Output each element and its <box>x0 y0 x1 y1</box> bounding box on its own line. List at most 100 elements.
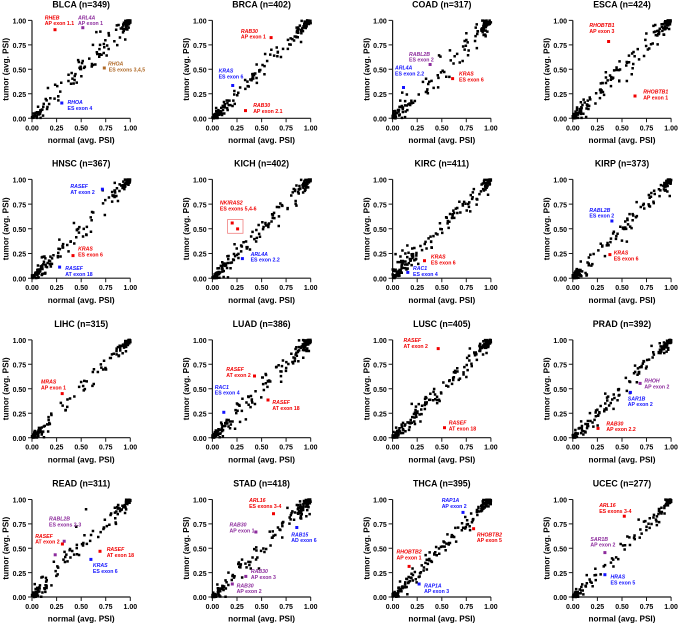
svg-text:1.00: 1.00 <box>484 285 498 292</box>
svg-text:KRAS: KRAS <box>93 563 108 569</box>
svg-text:0.50: 0.50 <box>435 125 449 132</box>
svg-text:RHEB: RHEB <box>45 15 60 21</box>
svg-text:AP exon 5: AP exon 5 <box>477 538 502 544</box>
svg-text:AT exon 18: AT exon 18 <box>449 427 476 433</box>
svg-text:SAR1B: SAR1B <box>628 396 646 402</box>
svg-text:1.00: 1.00 <box>123 604 137 611</box>
svg-text:RHOBTB1: RHOBTB1 <box>589 23 614 29</box>
svg-text:ES exon 4: ES exon 4 <box>215 391 240 397</box>
svg-text:ARL16: ARL16 <box>248 498 266 504</box>
svg-text:0.75: 0.75 <box>553 363 567 370</box>
svg-text:RASEF: RASEF <box>65 266 83 272</box>
svg-text:0.25: 0.25 <box>50 604 64 611</box>
svg-text:0.25: 0.25 <box>591 285 605 292</box>
svg-text:0.00: 0.00 <box>25 604 39 611</box>
svg-text:0.50: 0.50 <box>74 604 88 611</box>
svg-text:RHOA: RHOA <box>108 61 124 67</box>
svg-text:AP exon 1: AP exon 1 <box>78 21 103 27</box>
svg-text:0.75: 0.75 <box>193 522 207 529</box>
svg-text:normal (avg. PSI): normal (avg. PSI) <box>408 296 475 305</box>
svg-text:ES exons 3-4: ES exons 3-4 <box>249 504 281 510</box>
svg-text:ES exon 6: ES exon 6 <box>459 77 484 83</box>
svg-text:0.00: 0.00 <box>25 125 39 132</box>
svg-text:0.50: 0.50 <box>615 445 629 452</box>
svg-text:0.50: 0.50 <box>255 125 269 132</box>
svg-text:tumor (avg. PSI): tumor (avg. PSI) <box>182 357 191 420</box>
svg-text:tumor (avg. PSI): tumor (avg. PSI) <box>2 357 11 420</box>
svg-text:PRAD (n=392): PRAD (n=392) <box>593 319 651 329</box>
svg-text:ES exon 2: ES exon 2 <box>409 58 434 64</box>
svg-text:READ (n=311): READ (n=311) <box>52 479 110 489</box>
svg-text:AT exon 2: AT exon 2 <box>35 540 60 546</box>
svg-text:0.75: 0.75 <box>373 363 387 370</box>
svg-text:1.00: 1.00 <box>13 178 27 185</box>
svg-text:0.75: 0.75 <box>13 522 27 529</box>
svg-text:0.25: 0.25 <box>373 571 387 578</box>
svg-text:0.50: 0.50 <box>13 387 27 394</box>
svg-text:RASEF: RASEF <box>226 367 244 373</box>
svg-text:0.75: 0.75 <box>193 43 207 50</box>
svg-text:0.00: 0.00 <box>373 436 387 443</box>
svg-text:0.00: 0.00 <box>373 595 387 602</box>
svg-text:RAP1A: RAP1A <box>442 498 460 504</box>
svg-text:0.50: 0.50 <box>74 285 88 292</box>
svg-text:1.00: 1.00 <box>553 338 567 345</box>
svg-text:0.75: 0.75 <box>553 202 567 209</box>
svg-text:tumor (avg. PSI): tumor (avg. PSI) <box>2 38 11 101</box>
svg-text:ES exon 4: ES exon 4 <box>68 106 93 112</box>
svg-text:0.25: 0.25 <box>50 285 64 292</box>
svg-text:LUSC (n=405): LUSC (n=405) <box>413 319 471 329</box>
svg-text:0.50: 0.50 <box>373 68 387 75</box>
svg-text:NKIRAS2: NKIRAS2 <box>220 201 243 207</box>
svg-text:0.00: 0.00 <box>206 604 220 611</box>
svg-text:AP exon 1: AP exon 1 <box>241 35 266 41</box>
svg-text:0.75: 0.75 <box>279 604 293 611</box>
svg-text:0.25: 0.25 <box>410 285 424 292</box>
svg-text:COAD (n=317): COAD (n=317) <box>412 0 471 10</box>
svg-text:ES exons 3-4: ES exons 3-4 <box>599 509 631 515</box>
svg-text:0.25: 0.25 <box>591 604 605 611</box>
svg-text:1.00: 1.00 <box>304 125 318 132</box>
svg-text:0.50: 0.50 <box>553 227 567 234</box>
svg-text:ES exons 3,4,5: ES exons 3,4,5 <box>109 67 145 73</box>
svg-text:KIRC (n=411): KIRC (n=411) <box>415 159 470 169</box>
svg-text:0.50: 0.50 <box>615 604 629 611</box>
svg-text:tumor (avg. PSI): tumor (avg. PSI) <box>362 38 371 101</box>
svg-text:0.25: 0.25 <box>193 252 207 259</box>
svg-text:AP exon 3: AP exon 3 <box>589 29 614 35</box>
svg-text:0.75: 0.75 <box>553 522 567 529</box>
svg-text:ES exon 6: ES exon 6 <box>431 260 456 266</box>
svg-text:tumor (avg. PSI): tumor (avg. PSI) <box>543 197 552 260</box>
svg-text:1.00: 1.00 <box>553 178 567 185</box>
svg-text:tumor (avg. PSI): tumor (avg. PSI) <box>2 517 11 580</box>
svg-text:0.50: 0.50 <box>435 604 449 611</box>
svg-text:0.75: 0.75 <box>640 285 654 292</box>
svg-text:RASEF: RASEF <box>107 547 125 553</box>
svg-text:RAC1: RAC1 <box>413 266 427 272</box>
svg-text:0.00: 0.00 <box>193 436 207 443</box>
svg-text:ES exon 5: ES exon 5 <box>611 580 636 586</box>
svg-text:ES exons 5,4-6: ES exons 5,4-6 <box>220 207 257 213</box>
svg-text:KRAS: KRAS <box>219 68 234 74</box>
svg-text:0.50: 0.50 <box>193 68 207 75</box>
svg-text:AT exon 2: AT exon 2 <box>70 190 95 196</box>
svg-text:KRAS: KRAS <box>614 251 629 257</box>
svg-text:0.00: 0.00 <box>206 125 220 132</box>
svg-text:0.00: 0.00 <box>566 125 580 132</box>
svg-text:0.75: 0.75 <box>459 604 473 611</box>
svg-text:AD exon 6: AD exon 6 <box>291 538 316 544</box>
svg-text:0.50: 0.50 <box>13 547 27 554</box>
svg-text:normal (avg. PSI): normal (avg. PSI) <box>48 615 115 624</box>
svg-text:1.00: 1.00 <box>123 125 137 132</box>
svg-text:KIRP (n=373): KIRP (n=373) <box>595 159 649 169</box>
svg-text:1.00: 1.00 <box>304 285 318 292</box>
svg-text:RHOH: RHOH <box>644 378 660 384</box>
svg-text:AT exon 18: AT exon 18 <box>272 406 299 412</box>
svg-text:0.25: 0.25 <box>50 445 64 452</box>
svg-text:0.75: 0.75 <box>640 604 654 611</box>
svg-text:1.00: 1.00 <box>193 19 207 26</box>
svg-text:0.75: 0.75 <box>553 43 567 50</box>
svg-text:0.25: 0.25 <box>410 445 424 452</box>
svg-text:0.25: 0.25 <box>553 571 567 578</box>
svg-text:1.00: 1.00 <box>193 338 207 345</box>
